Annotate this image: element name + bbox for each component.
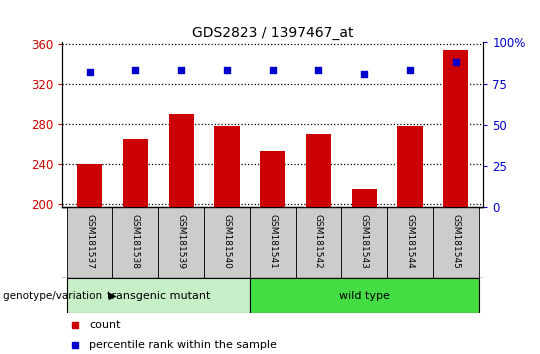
Title: GDS2823 / 1397467_at: GDS2823 / 1397467_at: [192, 26, 354, 40]
Text: GSM181542: GSM181542: [314, 214, 323, 268]
Bar: [397, 126, 423, 207]
Bar: [66, 207, 112, 278]
Point: [314, 68, 323, 73]
Bar: [204, 207, 250, 278]
Text: percentile rank within the sample: percentile rank within the sample: [90, 340, 278, 350]
Bar: [306, 134, 331, 207]
Bar: [168, 114, 194, 207]
Bar: [77, 164, 102, 207]
Point: [222, 68, 231, 73]
Bar: [66, 278, 250, 313]
Text: genotype/variation  ▶: genotype/variation ▶: [3, 291, 116, 301]
Text: GSM181539: GSM181539: [177, 213, 186, 269]
Bar: [112, 207, 158, 278]
Bar: [250, 207, 295, 278]
Point: [85, 69, 94, 75]
Text: GSM181541: GSM181541: [268, 213, 277, 269]
Bar: [295, 207, 341, 278]
Point: [406, 68, 414, 73]
Point: [451, 59, 460, 65]
Bar: [433, 207, 479, 278]
Text: GSM181545: GSM181545: [451, 213, 460, 269]
Text: GSM181544: GSM181544: [406, 214, 415, 268]
Text: GSM181538: GSM181538: [131, 213, 140, 269]
Bar: [341, 207, 387, 278]
Bar: [443, 51, 468, 207]
Point: [268, 68, 277, 73]
Point: [360, 71, 369, 76]
Bar: [352, 189, 377, 207]
Text: count: count: [90, 320, 121, 330]
Bar: [123, 139, 148, 207]
Bar: [250, 278, 479, 313]
Text: GSM181543: GSM181543: [360, 213, 369, 269]
Text: wild type: wild type: [339, 291, 390, 301]
Bar: [260, 151, 285, 207]
Point: [131, 68, 140, 73]
Bar: [214, 126, 240, 207]
Point: [177, 68, 185, 73]
Text: transgenic mutant: transgenic mutant: [106, 291, 210, 301]
Text: GSM181540: GSM181540: [222, 213, 232, 269]
Bar: [158, 207, 204, 278]
Text: GSM181537: GSM181537: [85, 213, 94, 269]
Bar: [387, 207, 433, 278]
